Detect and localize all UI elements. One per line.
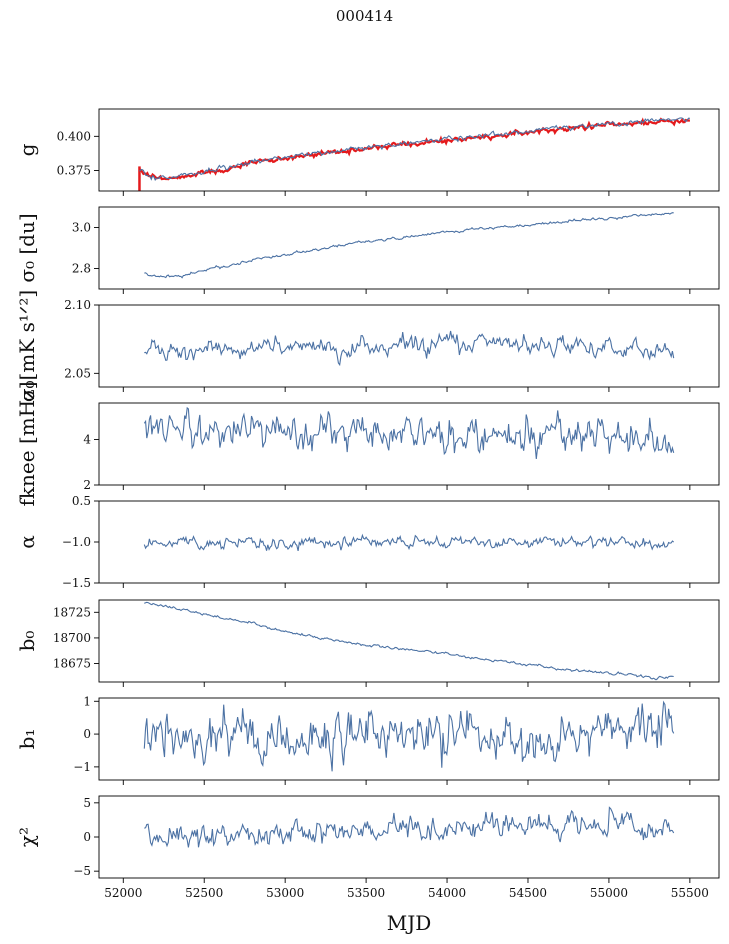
x-tick-label: 52500 [185,886,223,900]
series-line-1 [143,700,675,772]
y-tick-label: 18700 [53,631,91,645]
y-axis-label: g [15,143,39,156]
y-tick-label: 1 [83,694,91,708]
panel-frame [98,599,720,683]
x-axis-label: MJD [387,911,432,935]
panel-frame [98,108,720,192]
y-tick-label: 2.8 [72,262,91,276]
series-line-1 [143,533,675,552]
panel-4: 2 4 fknee [mHz] [15,382,720,507]
y-tick-label: 0 [83,830,91,844]
y-axis-label: χ² [15,827,39,847]
panel-3: 2.05 2.10 σ₀[mK s¹ᐟ²] [15,290,720,402]
figure-title: 000414 [335,7,394,25]
y-tick-label: −5 [73,864,91,878]
y-tick-label: 5 [83,796,91,810]
y-tick-label: −1 [73,760,91,774]
series-line-1 [144,601,674,681]
panel-5: −1.5 −1.0 0.5 α [15,494,720,590]
y-tick-label: 3.0 [72,221,91,235]
panel-8: −5 0 5 52000 52500 53000 53500 54000 54500 55000 5… [15,795,720,900]
y-tick-label: 0.5 [72,494,91,508]
x-tick-label: 52000 [104,886,142,900]
series-line-1 [144,212,674,279]
panel-6: 18675 18700 18725 b₀ [15,599,720,687]
y-tick-label: 0.375 [57,164,91,178]
y-tick-label: 18725 [53,605,91,619]
series-line-1 [138,117,690,181]
x-tick-label: 54000 [428,886,466,900]
y-tick-label: 2.05 [64,366,91,380]
panel-frame [98,402,720,486]
y-axis-label: b₁ [15,729,39,750]
x-tick-label: 53000 [266,886,304,900]
y-axis-label: fknee [mHz] [15,382,39,507]
y-axis-label: α [15,535,39,549]
y-tick-label: 2 [83,478,91,492]
y-tick-label: 0.400 [57,129,91,143]
x-tick-label: 54500 [509,886,547,900]
series-line-1 [144,330,675,367]
x-tick-label: 55500 [671,886,709,900]
y-tick-label: 0 [83,727,91,741]
x-tick-label: 55000 [590,886,628,900]
y-tick-label: 18675 [53,657,91,671]
y-tick-label: −1.0 [62,535,91,549]
series-line-1 [143,406,675,459]
panel-frame [98,795,720,879]
panel-2: 2.8 3.0 σ₀ [du] [15,206,720,294]
x-tick-label: 53500 [347,886,385,900]
y-tick-label: 4 [83,432,91,446]
panel-1: 0.375 0.400 g [15,108,720,196]
series-line-2 [139,117,690,182]
panel-frame [98,206,720,290]
panel-frame [98,304,720,388]
series-line-1 [144,806,675,848]
y-axis-label: b₀ [15,631,39,652]
panel-frame [98,697,720,781]
y-tick-label: 2.10 [64,298,91,312]
y-axis-label: σ₀ [du] [15,213,39,282]
panel-7: −1 0 1 b₁ [15,694,720,785]
y-axis-label: σ₀[mK s¹ᐟ²] [15,290,39,402]
y-tick-label: −1.5 [62,576,91,590]
